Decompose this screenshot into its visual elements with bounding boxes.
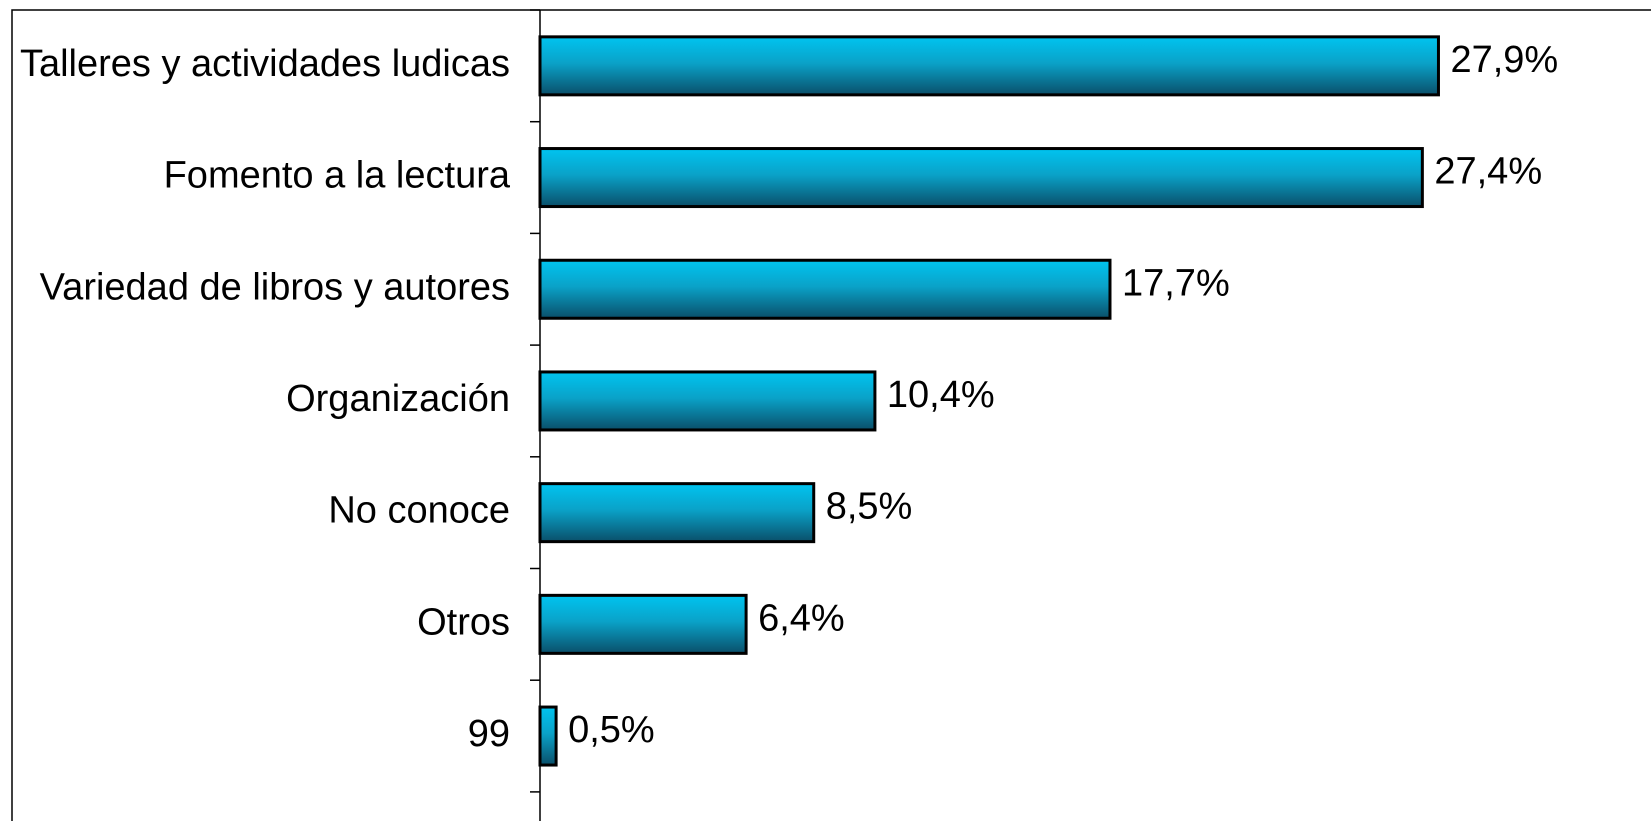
y-tick-label: Otros	[417, 601, 510, 643]
y-tick-label: No conoce	[328, 490, 510, 532]
value-label: 27,9%	[1450, 39, 1558, 81]
y-tick-label: 99	[468, 713, 510, 755]
bar	[538, 147, 1424, 209]
plot-border	[11, 9, 1651, 821]
y-tick-label: Fomento a la lectura	[164, 155, 511, 197]
bar	[538, 35, 1440, 97]
y-tick-label: Organización	[286, 378, 510, 420]
y-tick-label: Variedad de libros y autores	[40, 266, 510, 308]
bar	[538, 482, 816, 544]
value-label: 27,4%	[1434, 151, 1542, 193]
value-label: 0,5%	[568, 709, 655, 751]
bar	[538, 705, 558, 767]
bar	[538, 258, 1112, 320]
value-label: 10,4%	[887, 374, 995, 416]
y-tick-label: Talleres y actividades ludicas	[20, 43, 510, 85]
bar	[538, 370, 877, 432]
value-label: 17,7%	[1122, 262, 1230, 304]
value-label: 8,5%	[826, 486, 913, 528]
value-label: 6,4%	[758, 597, 845, 639]
bar	[538, 593, 748, 655]
